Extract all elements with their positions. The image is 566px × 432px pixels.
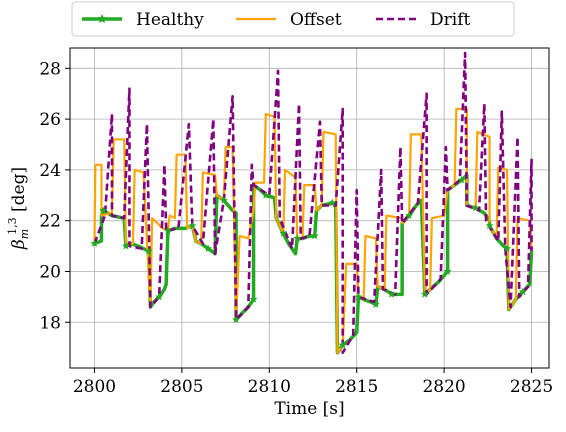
x-tick-label: 2810 [248, 377, 291, 397]
legend-label-offset: Offset [290, 10, 342, 30]
y-axis-label-sup: 1,3 [6, 217, 19, 235]
legend: Healthy Offset Drift [72, 2, 514, 36]
x-tick-label: 2805 [160, 377, 203, 397]
data-point-marker [311, 232, 318, 239]
x-axis-label: Time [s] [274, 399, 344, 419]
y-tick-label: 28 [39, 59, 61, 79]
y-axis-label-sub: m [18, 229, 31, 239]
x-tick-label: 2800 [73, 377, 116, 397]
x-tick-label: 2815 [335, 377, 378, 397]
series-lines [91, 53, 531, 353]
x-tick-label: 2825 [510, 377, 553, 397]
x-tick-label: 2820 [422, 377, 465, 397]
y-tick-label: 22 [39, 212, 61, 232]
y-tick-label: 20 [39, 262, 61, 282]
y-axis-label-main: β [9, 239, 29, 250]
legend-label-drift: Drift [430, 10, 470, 30]
legend-label-healthy: Healthy [136, 10, 204, 30]
y-axis-label: βm1,3 [deg] [6, 167, 31, 250]
y-tick-label: 18 [39, 313, 61, 333]
y-tick-label: 26 [39, 110, 61, 130]
y-tick-label: 24 [39, 161, 61, 181]
y-axis-label-unit: [deg] [9, 167, 29, 218]
